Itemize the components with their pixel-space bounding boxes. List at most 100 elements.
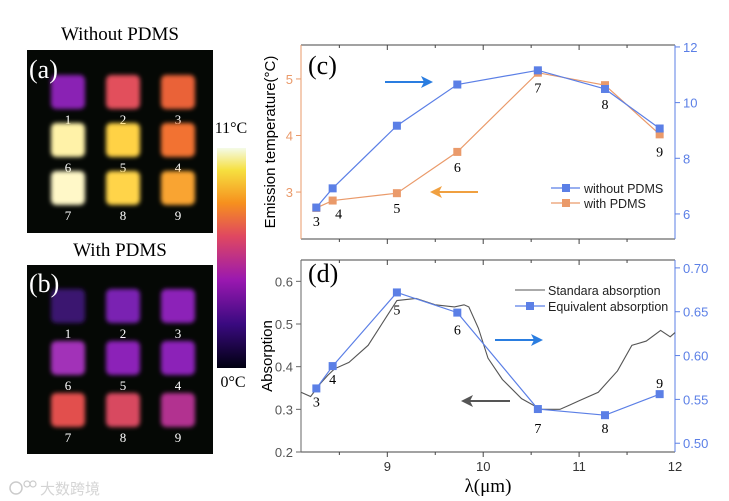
x-tick-label: 11: [572, 459, 586, 474]
chart-c-ylabel: Emission temperature(°C): [262, 56, 279, 229]
panel-label-d: (d): [308, 259, 338, 288]
colorbar-min-label: 0°C: [220, 374, 245, 391]
without-pdms-marker: [600, 84, 609, 93]
sample-label: 6: [65, 160, 72, 175]
heatmap-b-title: With PDMS: [73, 240, 167, 261]
sample-square: [51, 171, 85, 205]
equivalent-absorption-marker: [312, 384, 321, 393]
equivalent-absorption-marker: [533, 405, 542, 414]
point-label: 3: [313, 215, 320, 230]
x-tick-label: 9: [384, 459, 391, 474]
legend-label: with PDMS: [583, 197, 646, 211]
left-tick-label: 0.3: [275, 402, 293, 417]
legend-label: Standara absorption: [548, 284, 661, 298]
sample-square: [51, 393, 85, 427]
chart-d-xlabel: λ(μm): [465, 476, 512, 497]
right-tick-label: 0.55: [683, 392, 708, 407]
sample-label: 5: [120, 378, 127, 393]
point-label: 6: [454, 324, 461, 339]
sample-label: 1: [65, 112, 72, 127]
sample-label: 9: [175, 430, 182, 445]
sample-label: 7: [65, 430, 72, 445]
left-tick-label: 5: [286, 72, 293, 87]
arrow-left-gray-icon: [461, 395, 473, 407]
point-label: 3: [313, 395, 320, 410]
left-tick-label: 4: [286, 128, 293, 143]
right-tick-label: 6: [683, 207, 690, 222]
equivalent-absorption-marker: [600, 411, 609, 420]
point-label: 8: [601, 98, 608, 113]
sample-square: [51, 341, 85, 375]
point-label: 7: [534, 82, 541, 97]
equivalent-absorption-marker: [392, 288, 401, 297]
sample-label: 5: [120, 160, 127, 175]
without-pdms-marker: [312, 203, 321, 212]
sample-square: [161, 171, 195, 205]
point-label: 4: [335, 208, 342, 223]
sample-label: 8: [120, 430, 127, 445]
with-pdms-marker: [392, 189, 401, 198]
watermark-logo: 大数跨境: [9, 480, 100, 498]
right-tick-label: 0.50: [683, 436, 708, 451]
arrow-right-blue-icon: [421, 76, 433, 88]
point-label: 5: [393, 303, 400, 318]
point-label: 5: [393, 202, 400, 217]
sample-label: 1: [65, 326, 72, 341]
point-label: 8: [601, 422, 608, 437]
sample-square: [161, 75, 195, 109]
right-tick-label: 0.70: [683, 261, 708, 276]
standard-absorption-line: [300, 297, 676, 410]
right-tick-label: 12: [683, 40, 697, 55]
legend-marker: [526, 302, 534, 310]
legend-label: without PDMS: [583, 182, 663, 196]
sample-square: [106, 75, 140, 109]
point-label: 9: [656, 145, 663, 160]
chart-absorption: (d) Absorption λ(μm) 9 10 11 12 0.2 0.3 0.4 0.5…: [259, 259, 708, 497]
sample-label: 9: [175, 208, 182, 223]
heatmap-a-samples: 1 2 3 6 5 4 7 8 9: [51, 75, 195, 223]
sample-square: [51, 123, 85, 157]
right-tick-label: 0.65: [683, 305, 708, 320]
without-pdms-marker: [453, 80, 462, 89]
left-tick-label: 0.4: [275, 360, 293, 375]
legend-label: Equivalent absorption: [548, 300, 668, 314]
without-pdms-marker: [328, 184, 337, 193]
colorbar-max-label: 11°C: [215, 120, 247, 137]
sample-square: [161, 341, 195, 375]
without-pdms-marker: [392, 121, 401, 130]
sample-square: [106, 171, 140, 205]
sample-label: 8: [120, 208, 127, 223]
arrow-left-orange-icon: [430, 186, 442, 198]
panel-label-a: (a): [29, 55, 58, 84]
equivalent-absorption-marker: [328, 362, 337, 371]
colorbar: [217, 148, 246, 368]
x-tick-label: 10: [476, 459, 490, 474]
sample-square: [106, 341, 140, 375]
point-label: 6: [454, 161, 461, 176]
with-pdms-marker: [453, 147, 462, 156]
panel-label-b: (b): [29, 269, 59, 298]
sample-label: 4: [175, 160, 182, 175]
left-tick-label: 0.5: [275, 317, 293, 332]
chart-d-ylabel: Absorption: [259, 320, 276, 392]
watermark-text: 大数跨境: [40, 480, 100, 498]
sample-label: 6: [65, 378, 72, 393]
left-tick-label: 0.6: [275, 274, 293, 289]
without-pdms-marker: [533, 66, 542, 75]
sample-label: 3: [175, 326, 182, 341]
equivalent-absorption-marker: [655, 390, 664, 399]
right-tick-label: 10: [683, 96, 697, 111]
legend-marker: [562, 199, 570, 207]
left-tick-label: 3: [286, 185, 293, 200]
sample-square: [106, 393, 140, 427]
left-tick-label: 0.2: [275, 445, 293, 460]
sample-square: [161, 289, 195, 323]
point-label: 9: [656, 377, 663, 392]
arrow-right-blue-icon: [531, 334, 543, 346]
panel-label-c: (c): [308, 51, 337, 80]
sample-label: 2: [120, 112, 127, 127]
sample-label: 3: [175, 112, 182, 127]
